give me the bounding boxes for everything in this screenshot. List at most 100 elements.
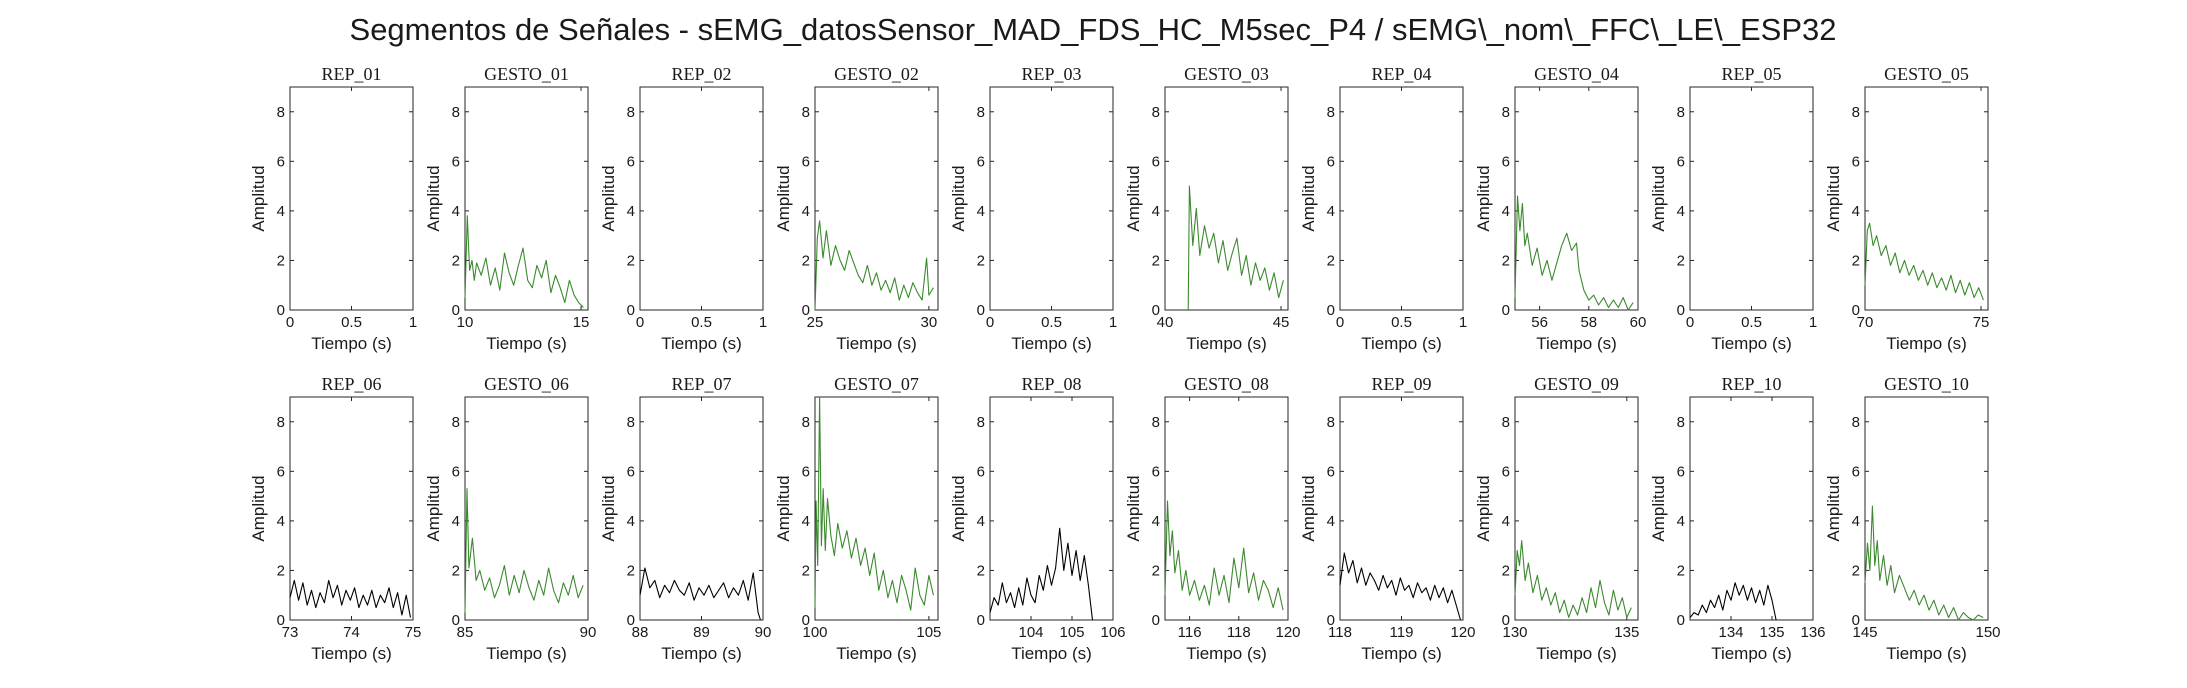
y-tick-label: 0: [977, 612, 985, 629]
x-axis-label: Tiempo (s): [661, 334, 742, 353]
y-tick-label: 6: [1327, 153, 1335, 170]
y-tick-label: 2: [452, 252, 460, 269]
x-tick-label: 60: [1630, 314, 1647, 331]
x-tick-label: 0: [986, 314, 994, 331]
subplot-gesto-03: 0 2 4 6 8 40 45 GESTO_03 Tiempo (s) Amplitud: [1124, 64, 1289, 353]
x-axis-label: Tiempo (s): [486, 644, 567, 663]
x-tick-label: 135: [1614, 624, 1639, 641]
y-tick-label: 0: [277, 302, 285, 319]
x-tick-label: 45: [1273, 314, 1290, 331]
y-tick-label: 8: [452, 414, 460, 431]
signal-line: [1864, 505, 1984, 621]
y-tick-label: 4: [1152, 513, 1160, 530]
x-tick-label: 136: [1800, 624, 1825, 641]
signal-line: [464, 488, 584, 613]
x-axis-label: Tiempo (s): [1536, 334, 1617, 353]
x-tick-label: 15: [573, 314, 590, 331]
x-axis-label: Tiempo (s): [1361, 334, 1442, 353]
y-axis-label: Amplitud: [1299, 475, 1318, 541]
y-tick-label: 0: [977, 302, 985, 319]
x-tick-label: 106: [1100, 624, 1125, 641]
x-tick-label: 75: [1973, 314, 1990, 331]
y-tick-label: 2: [277, 252, 285, 269]
subplot-title: REP_09: [1371, 374, 1431, 394]
y-tick-label: 0: [1502, 302, 1510, 319]
plot-area: [639, 86, 764, 311]
x-tick-label: 0: [636, 314, 644, 331]
y-tick-label: 2: [277, 562, 285, 579]
subplot-title: GESTO_04: [1534, 64, 1619, 84]
y-tick-label: 6: [802, 463, 810, 480]
y-tick-label: 4: [1152, 203, 1160, 220]
x-axis-label: Tiempo (s): [836, 334, 917, 353]
x-tick-label: 135: [1759, 624, 1784, 641]
plot-area: [1164, 86, 1289, 311]
y-tick-label: 2: [977, 562, 985, 579]
y-tick-label: 6: [627, 463, 635, 480]
y-tick-label: 8: [977, 414, 985, 431]
y-tick-label: 4: [1502, 513, 1510, 530]
y-tick-label: 2: [1677, 562, 1685, 579]
x-tick-label: 0.5: [341, 314, 362, 331]
y-axis-label: Amplitud: [1824, 475, 1843, 541]
x-tick-label: 30: [921, 314, 938, 331]
signal-line: [289, 579, 412, 618]
x-tick-label: 105: [916, 624, 941, 641]
y-tick-label: 8: [1677, 104, 1685, 121]
signal-line: [989, 527, 1094, 621]
subplot-rep-02: 0 2 4 6 8 0 0.5 1 REP_02 Tiempo (s) Amplitud: [599, 64, 767, 353]
y-tick-label: 0: [1677, 612, 1685, 629]
y-tick-label: 2: [1852, 562, 1860, 579]
subplot-title: REP_03: [1021, 64, 1081, 84]
y-tick-label: 4: [1852, 203, 1860, 220]
x-tick-label: 88: [632, 624, 649, 641]
signal-line: [1514, 540, 1632, 619]
x-axis-label: Tiempo (s): [311, 334, 392, 353]
y-tick-label: 4: [452, 203, 460, 220]
y-axis-label: Amplitud: [1124, 165, 1143, 231]
subplot-title: REP_08: [1021, 374, 1081, 394]
plot-area: [814, 396, 939, 621]
subplot-gesto-06: 0 2 4 6 8 85 90 GESTO_06 Tiempo (s) Amplitud: [424, 374, 596, 663]
x-tick-label: 1: [1459, 314, 1467, 331]
plot-area: [814, 86, 939, 311]
plot-area: [289, 86, 414, 311]
signal-line: [639, 567, 762, 621]
x-tick-label: 0.5: [1041, 314, 1062, 331]
y-tick-label: 8: [277, 104, 285, 121]
x-tick-label: 90: [755, 624, 772, 641]
x-tick-label: 120: [1450, 624, 1475, 641]
y-tick-label: 0: [627, 612, 635, 629]
y-tick-label: 0: [802, 612, 810, 629]
subplot-title: GESTO_10: [1884, 374, 1969, 394]
y-axis-label: Amplitud: [249, 165, 268, 231]
x-axis-label: Tiempo (s): [836, 644, 917, 663]
subplot-title: GESTO_09: [1534, 374, 1619, 394]
y-tick-label: 4: [452, 513, 460, 530]
y-tick-label: 6: [627, 153, 635, 170]
subplot-rep-03: 0 2 4 6 8 0 0.5 1 REP_03 Tiempo (s) Amplitud: [949, 64, 1117, 353]
subplot-gesto-04: 0 2 4 6 8 56 58 60 GESTO_04 Tiempo (s) Amplitud: [1474, 64, 1646, 353]
x-tick-label: 56: [1531, 314, 1548, 331]
y-tick-label: 4: [277, 513, 285, 530]
signal-line: [1689, 582, 1777, 621]
x-axis-label: Tiempo (s): [311, 644, 392, 663]
subplot-title: REP_06: [321, 374, 381, 394]
y-axis-label: Amplitud: [1299, 165, 1318, 231]
x-tick-label: 1: [409, 314, 417, 331]
x-tick-label: 85: [457, 624, 474, 641]
x-tick-label: 0: [1336, 314, 1344, 331]
y-tick-label: 6: [452, 153, 460, 170]
y-tick-label: 4: [627, 203, 635, 220]
y-axis-label: Amplitud: [599, 165, 618, 231]
y-tick-label: 2: [1327, 562, 1335, 579]
x-tick-label: 1: [759, 314, 767, 331]
y-tick-label: 2: [1152, 252, 1160, 269]
y-tick-label: 2: [1852, 252, 1860, 269]
x-axis-label: Tiempo (s): [1361, 644, 1442, 663]
y-tick-label: 8: [277, 414, 285, 431]
y-tick-label: 8: [977, 104, 985, 121]
y-tick-label: 4: [802, 513, 810, 530]
y-tick-label: 2: [802, 562, 810, 579]
subplot-rep-10: 0 2 4 6 8 134 135 136 REP_10 Tiempo (s) Amplitud: [1649, 374, 1826, 663]
